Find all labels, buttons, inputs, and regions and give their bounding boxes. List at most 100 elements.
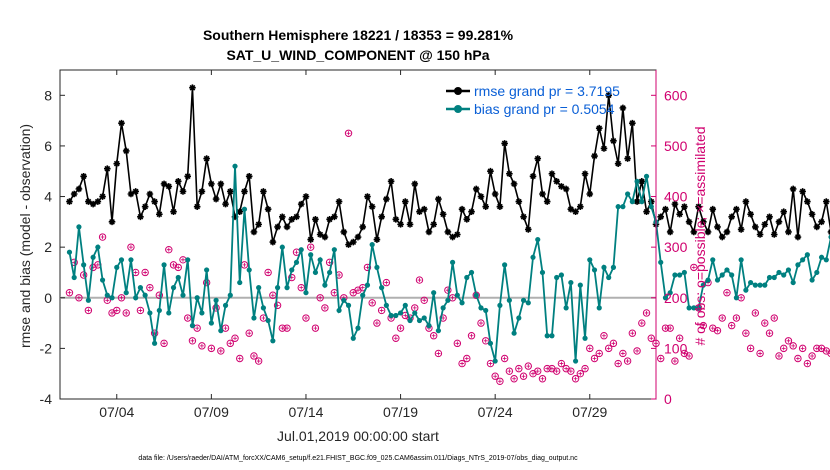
rmse-point bbox=[127, 190, 135, 198]
obs-point bbox=[396, 324, 405, 332]
obs-point-cross bbox=[398, 326, 403, 331]
obs-point bbox=[482, 337, 490, 345]
bias-point bbox=[681, 269, 687, 276]
obs-point bbox=[519, 372, 528, 380]
rmse-point bbox=[458, 205, 466, 213]
rmse-point bbox=[520, 213, 527, 221]
bias-point bbox=[629, 199, 635, 205]
bias-point bbox=[227, 292, 233, 298]
bias-series bbox=[66, 163, 830, 364]
bias-point bbox=[123, 290, 129, 296]
rmse-point bbox=[728, 213, 735, 221]
rmse-point bbox=[302, 193, 310, 200]
bias-point bbox=[445, 297, 451, 303]
rmse-point bbox=[193, 203, 201, 210]
bias-point bbox=[738, 257, 744, 263]
bias-point bbox=[743, 287, 749, 293]
rmse-point bbox=[454, 231, 461, 238]
rmse-point bbox=[245, 172, 253, 180]
obs-point-cross bbox=[242, 262, 247, 267]
obs-point-cross bbox=[658, 356, 663, 361]
bias-point bbox=[189, 323, 196, 329]
obs-point bbox=[671, 357, 679, 365]
rmse-point bbox=[260, 188, 267, 195]
chart-title-line1: Southern Hemisphere 18221 / 18353 = 99.2… bbox=[203, 27, 514, 43]
obs-point-cross bbox=[360, 285, 365, 290]
legend-rmse-marker bbox=[454, 87, 462, 95]
rmse-point bbox=[99, 193, 106, 200]
obs-point bbox=[193, 324, 201, 332]
obs-point-cross bbox=[488, 361, 493, 366]
obs-point-cross bbox=[786, 338, 791, 343]
y-tick-label: 8 bbox=[44, 87, 52, 103]
obs-point bbox=[415, 276, 424, 284]
obs-point-cross bbox=[412, 305, 417, 310]
bias-point bbox=[615, 204, 621, 210]
obs-point-cross bbox=[781, 346, 786, 351]
bias-point bbox=[752, 282, 758, 288]
obs-point-cross bbox=[166, 247, 171, 252]
bias-point bbox=[667, 290, 673, 296]
rmse-point bbox=[770, 231, 778, 238]
x-tick-label: 07/14 bbox=[288, 404, 323, 420]
rmse-point bbox=[463, 216, 471, 223]
obs-point bbox=[666, 324, 674, 332]
rmse-point bbox=[156, 210, 163, 218]
obs-point bbox=[245, 329, 253, 337]
rmse-point bbox=[160, 180, 168, 188]
bias-point bbox=[450, 259, 456, 265]
rmse-point bbox=[416, 208, 423, 216]
bias-point bbox=[516, 315, 522, 321]
bias-point bbox=[118, 257, 125, 263]
bias-point bbox=[800, 257, 806, 263]
rmse-point bbox=[288, 216, 296, 223]
obs-point bbox=[207, 344, 216, 353]
bias-point bbox=[539, 269, 546, 276]
bias-point bbox=[511, 330, 517, 336]
obs-point bbox=[500, 354, 509, 363]
obs-point-cross bbox=[171, 262, 176, 267]
obs-point bbox=[718, 314, 726, 322]
rmse-point bbox=[581, 170, 589, 178]
obs-point-cross bbox=[507, 369, 512, 374]
obs-point-cross bbox=[403, 313, 408, 318]
obs-point-cross bbox=[564, 366, 569, 371]
obs-point bbox=[595, 349, 603, 358]
rmse-point bbox=[208, 180, 215, 188]
rmse-point bbox=[496, 203, 504, 210]
obs-point bbox=[283, 324, 291, 332]
obs-point-cross bbox=[568, 369, 573, 374]
obs-point bbox=[614, 359, 622, 368]
obs-point bbox=[808, 352, 816, 360]
rmse-point bbox=[217, 180, 225, 188]
obs-point bbox=[184, 314, 192, 322]
rmse-point bbox=[808, 210, 816, 218]
obs-point bbox=[84, 306, 93, 315]
obs-point-cross bbox=[455, 341, 460, 346]
rmse-point bbox=[586, 190, 594, 198]
bias-point bbox=[156, 307, 162, 314]
bias-point bbox=[133, 295, 139, 301]
bias-point bbox=[142, 292, 148, 298]
obs-point-cross bbox=[228, 341, 233, 346]
obs-point bbox=[505, 367, 514, 375]
obs-point bbox=[534, 367, 542, 375]
bias-point bbox=[331, 247, 337, 253]
bias-point bbox=[85, 297, 91, 303]
obs-point bbox=[226, 339, 234, 348]
bias-point bbox=[506, 297, 512, 303]
rmse-point bbox=[331, 213, 338, 221]
obs-point-cross bbox=[795, 356, 800, 361]
rmse-point bbox=[307, 236, 314, 243]
rmse-point bbox=[506, 170, 513, 178]
obs-point bbox=[273, 301, 282, 310]
obs-point bbox=[515, 364, 523, 373]
obs-point-cross bbox=[559, 361, 564, 366]
rmse-point bbox=[747, 210, 754, 218]
bias-point bbox=[345, 302, 352, 308]
rmse-point bbox=[439, 210, 447, 218]
obs-point-cross bbox=[337, 272, 342, 277]
bias-point bbox=[147, 310, 153, 316]
bias-point bbox=[76, 224, 82, 230]
rmse-point bbox=[297, 200, 305, 208]
